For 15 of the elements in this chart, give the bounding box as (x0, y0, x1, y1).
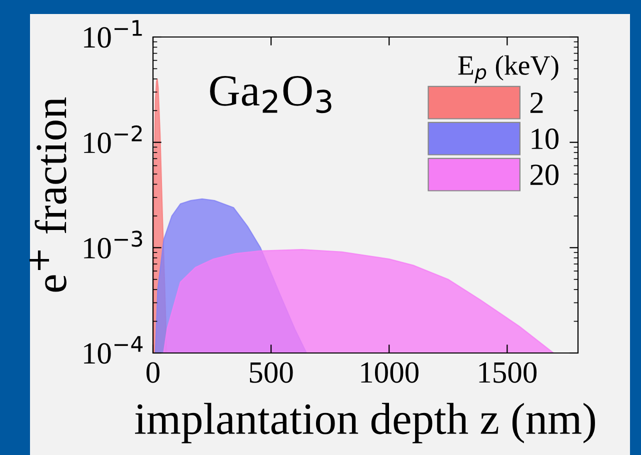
x-tick-label: 0 (146, 362, 160, 383)
x-tick-label: 500 (250, 362, 293, 383)
y-tick-label: 10$^{−1}$ (84, 20, 142, 48)
legend-label: 2 (530, 92, 543, 113)
annotation: Ga$_{2}$O$_{3}$ (210, 76, 332, 114)
y-tick-label: 10$^{−3}$ (84, 230, 142, 259)
y-tick-label: 10$^{−4}$ (84, 336, 143, 364)
x-axis-title: implantation depth z (nm) (135, 402, 595, 444)
x-tick-label: 1500 (479, 362, 537, 383)
legend-label: 10 (532, 128, 558, 150)
y-axis-title: e$^{+}$ fraction (30, 97, 66, 292)
legend-title: E$_{p}$ (keV) (458, 55, 558, 84)
x-tick-label: 1000 (361, 362, 418, 383)
legend-label: 20 (530, 164, 558, 186)
y-tick-label: 10$^{−2}$ (84, 125, 142, 154)
